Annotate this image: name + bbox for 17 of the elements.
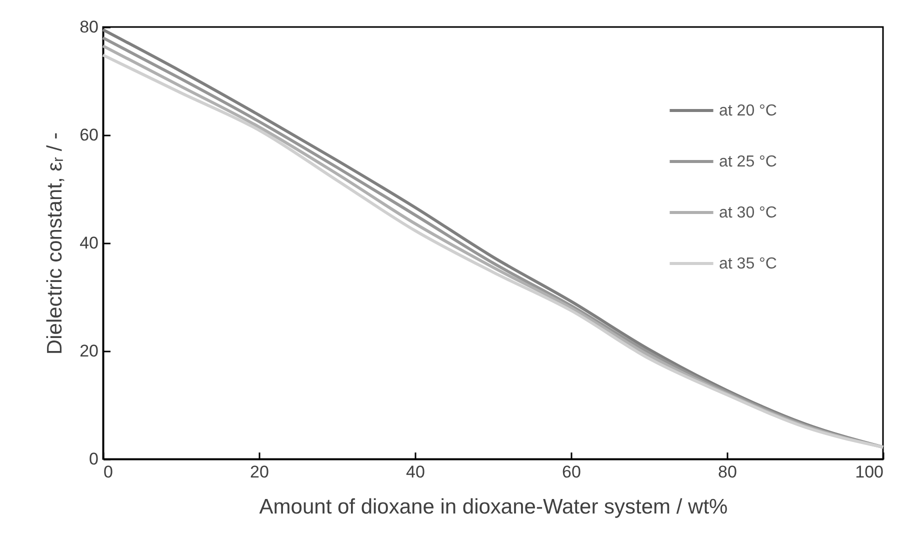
y-tick-label: 80	[80, 18, 98, 36]
x-tick-label: 0	[104, 462, 113, 482]
x-tick-label: 80	[718, 462, 737, 482]
y-tick-label: 40	[80, 234, 98, 252]
legend-label: at 30 °C	[719, 204, 777, 222]
x-tick-label: 40	[406, 462, 425, 482]
y-tick-label: 0	[89, 450, 98, 468]
x-tick-label: 100	[855, 462, 884, 482]
x-axis-title: Amount of dioxane in dioxane-Water system / wt%	[259, 496, 728, 518]
y-tick-label: 60	[80, 126, 98, 144]
x-tick-label: 20	[250, 462, 269, 482]
y-tick-label: 20	[80, 342, 98, 360]
legend-label: at 20 °C	[719, 102, 777, 120]
legend-label: at 35 °C	[719, 256, 777, 272]
legend-label: at 25 °C	[719, 154, 777, 170]
y-axis-title: Dielectric constant, εᵣ / -	[44, 132, 67, 355]
x-tick-label: 60	[562, 462, 581, 482]
